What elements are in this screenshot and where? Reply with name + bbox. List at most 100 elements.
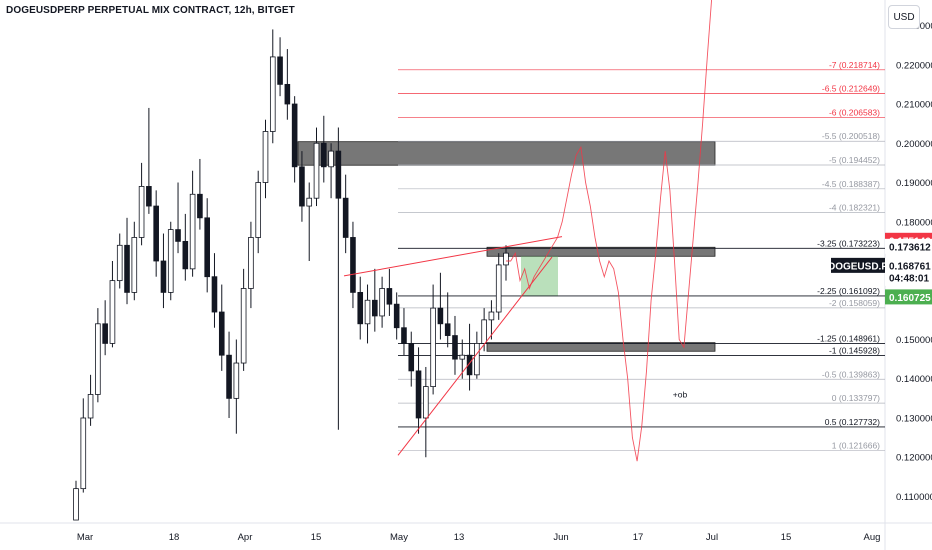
candle-body [284,83,291,105]
y-tick-label: 0.210000 [896,100,932,111]
candle-body [277,56,283,85]
candle-body [401,327,407,344]
candle-body [466,354,473,376]
upper-trendline [343,236,563,277]
price-tag-label: 0.160725 [889,293,931,304]
fib-level-label: -2 (0.158059) [829,298,880,308]
fib-level-label: -2.25 (0.161092) [817,286,880,296]
candle-body [313,142,320,199]
candle-body [153,205,159,262]
candle-body [87,394,94,419]
candle-body [503,252,509,266]
candle-body [415,370,422,419]
candle-body [452,335,458,360]
candle-body [226,354,232,399]
x-tick-label: 15 [311,532,322,543]
candle-body [364,299,371,325]
y-tick-label: 0.140000 [896,374,932,385]
candle-body [255,182,262,238]
candle-body [320,142,327,168]
x-tick-label: Apr [238,532,253,543]
candle-body [291,103,298,168]
y-tick-label: 0.200000 [896,139,932,150]
symbol-tag-box [831,257,885,273]
y-tick-label: 0.150000 [896,335,932,346]
candle-body [175,229,181,242]
candle-body [95,323,101,395]
price-tag-box [885,289,932,305]
currency-button[interactable]: USD [888,5,920,29]
y-tick-label: 0.110000 [896,492,932,503]
fib-level-label: -1 (0.145928) [829,345,880,355]
candle-body [116,244,123,282]
candle-body [335,150,342,199]
candle-body [102,323,108,344]
y-tick-label: 0.190000 [896,178,932,189]
fib-level-label: -7 (0.218714) [829,60,880,70]
fib-level-label: -4 (0.182321) [829,203,880,213]
candle-body [218,311,225,356]
mid-zone [486,246,716,257]
fib-level-label: -5.5 (0.200518) [822,131,880,141]
fib-level-label: -6.5 (0.212649) [822,84,880,94]
fib-level-label: 0.5 (0.127732) [825,417,880,427]
lower-demand-zone [486,342,716,352]
fib-level-label: -3.25 (0.173223) [817,238,880,248]
countdown-label: 04:48:01 [889,273,929,284]
candle-body [386,288,393,305]
y-tick-label: 0.130000 [896,413,932,424]
y-tick-label: 0.120000 [896,453,932,464]
y-tick-label: 0.180000 [896,217,932,228]
candle-body [306,197,313,207]
candle-body [80,417,87,490]
candle-body [73,488,79,521]
candle-body [357,291,364,325]
fib-level-label: 1 (0.121666) [832,441,880,451]
x-tick-label: Mar [77,532,93,543]
candle-body [481,319,487,344]
price-tag-box [885,238,932,254]
lower-trendline [397,256,553,456]
candle-body [240,288,247,364]
candle-body [379,288,385,317]
annotation-ob: +ob [673,390,688,400]
candle-body [182,240,189,270]
x-tick-label: 15 [781,532,792,543]
fib-level-label: -5 (0.194452) [829,155,880,165]
candle-body [124,244,130,293]
candle-body [189,193,196,270]
fib-level-label: -1.25 (0.148961) [817,334,880,344]
x-tick-label: Jul [706,532,718,543]
candle-body [393,303,400,329]
candle-body [488,311,495,321]
x-tick-label: 13 [454,532,465,543]
candle-body [437,307,444,325]
candle-body [269,56,276,132]
candle-body [328,150,334,168]
candle-body [138,186,145,238]
candle-body [197,193,203,219]
candle-body [459,354,466,360]
candle-body [299,166,305,207]
candle-body [372,299,378,317]
fib-level-label: -6 (0.206583) [829,107,880,117]
candle-body [204,217,210,278]
symbol-tag: DOGEUSD.P [828,261,888,272]
candle-body [350,237,356,293]
candle-body [444,323,451,336]
projection-path [506,0,713,462]
candle-body [233,362,240,399]
candle-body [423,386,429,419]
fib-level-label: 0 (0.133797) [832,393,880,403]
candle-body [248,237,254,289]
candle-body [262,131,269,183]
x-tick-label: Jun [553,532,568,543]
candle-body [430,307,436,387]
fib-level-label: -0.5 (0.139863) [822,369,880,379]
x-tick-label: May [390,532,408,543]
x-tick-label: 18 [169,532,180,543]
candle-body [474,343,480,376]
chart-title: DOGEUSDPERP PERPETUAL MIX CONTRACT, 12h,… [6,5,295,16]
